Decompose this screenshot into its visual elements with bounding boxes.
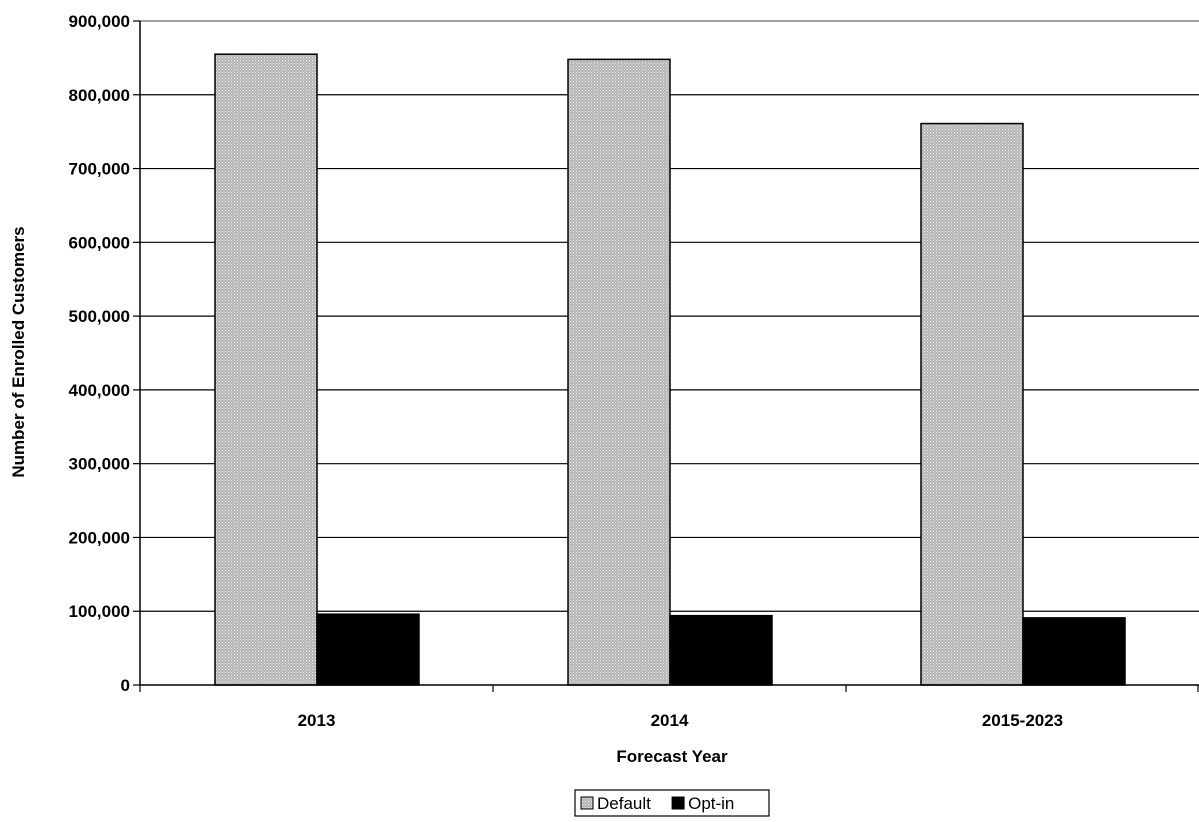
y-tick-label: 800,000 [69,86,130,105]
tick-labels: 0 100,000 200,000 300,000 400,000 500,000 600,… [69,12,1064,730]
y-tick-label: 200,000 [69,528,130,547]
legend-label: Default [597,794,651,813]
y-tick-label: 700,000 [69,160,130,179]
x-tick-label: 2013 [298,711,336,730]
y-tick-label: 0 [121,676,130,695]
bar-default [920,122,1024,686]
y-axis-title: Number of Enrolled Customers [9,226,28,477]
y-tick-label: 500,000 [69,307,130,326]
bar-default [567,58,671,686]
y-tick-label: 100,000 [69,602,130,621]
bar-opt-in [1022,617,1126,686]
x-tick-label: 2014 [651,711,689,730]
legend-swatch [671,796,685,810]
y-tick-label: 900,000 [69,12,130,31]
legend-label: Opt-in [688,794,734,813]
axes [133,20,1199,692]
bar-opt-in [316,613,420,686]
y-tick-label: 600,000 [69,233,130,252]
y-tick-label: 400,000 [69,381,130,400]
x-axis-title: Forecast Year [616,747,728,766]
legend: Default Opt-in [574,789,770,817]
x-tick-label: 2015-2023 [982,711,1063,730]
bar-opt-in [669,614,773,686]
bar-default [214,53,318,686]
bars [214,53,1126,686]
legend-swatch [580,796,594,810]
y-tick-label: 300,000 [69,455,130,474]
